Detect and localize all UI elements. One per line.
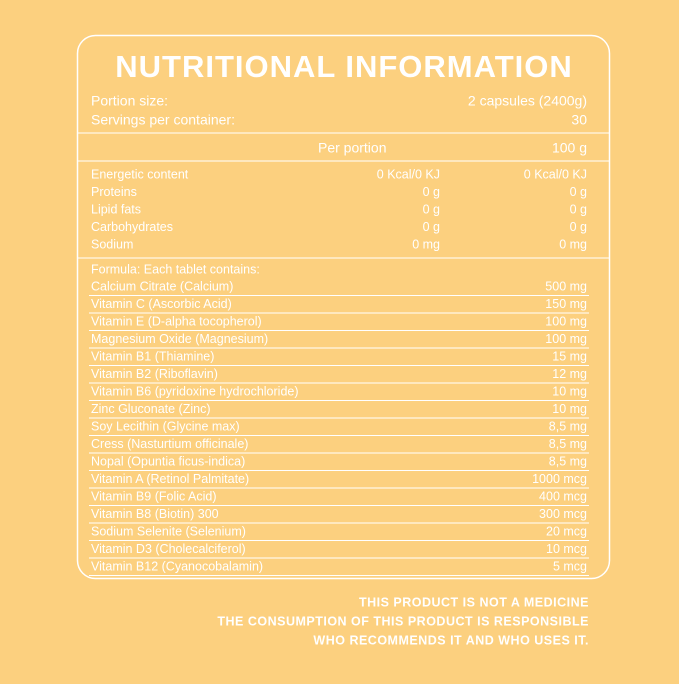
ingredient-name: Vitamin B1 (Thiamine) bbox=[91, 349, 214, 363]
nutrient-100g: 0 Kcal/0 KJ bbox=[524, 167, 587, 181]
nutrient-portion: 0 g bbox=[423, 220, 440, 234]
ingredient-name: Calcium Citrate (Calcium) bbox=[91, 279, 233, 293]
nutrient-100g: 0 g bbox=[570, 202, 587, 216]
ingredient-name: Vitamin E (D-alpha tocopherol) bbox=[91, 314, 262, 328]
ingredient-amount: 15 mg bbox=[552, 349, 587, 363]
nutrient-name: Energetic content bbox=[91, 167, 189, 181]
ingredient-amount: 5 mcg bbox=[553, 559, 587, 573]
disclaimer-line: WHO RECOMMENDS IT AND WHO USES IT. bbox=[313, 633, 589, 647]
ingredient-amount: 100 mg bbox=[545, 332, 587, 346]
disclaimer-line: THIS PRODUCT IS NOT A MEDICINE bbox=[359, 595, 589, 609]
ingredient-amount: 8,5 mg bbox=[549, 454, 587, 468]
column-header: 100 g bbox=[552, 140, 587, 156]
ingredient-name: Vitamin B12 (Cyanocobalamin) bbox=[91, 559, 263, 573]
ingredient-amount: 12 mg bbox=[552, 367, 587, 381]
portion-value: 2 capsules (2400g) bbox=[468, 93, 587, 109]
formula-heading: Formula: Each tablet contains: bbox=[91, 262, 260, 276]
ingredient-name: Cress (Nasturtium officinale) bbox=[91, 437, 248, 451]
ingredient-amount: 100 mg bbox=[545, 314, 587, 328]
nutrient-name: Sodium bbox=[91, 237, 133, 251]
ingredient-amount: 150 mg bbox=[545, 297, 587, 311]
ingredient-name: Soy Lecithin (Glycine max) bbox=[91, 419, 240, 433]
ingredient-name: Vitamin B8 (Biotin) 300 bbox=[91, 507, 219, 521]
panel-border bbox=[76, 34, 611, 580]
ingredient-name: Vitamin B2 (Riboflavin) bbox=[91, 367, 218, 381]
portion-label: Servings per container: bbox=[91, 112, 235, 128]
ingredient-name: Magnesium Oxide (Magnesium) bbox=[91, 332, 268, 346]
ingredient-amount: 400 mcg bbox=[539, 489, 587, 503]
ingredient-amount: 20 mcg bbox=[546, 524, 587, 538]
ingredient-amount: 10 mg bbox=[552, 402, 587, 416]
ingredient-name: Vitamin A (Retinol Palmitate) bbox=[91, 472, 249, 486]
title: NUTRITIONAL INFORMATION bbox=[115, 49, 573, 84]
nutrient-portion: 0 g bbox=[423, 202, 440, 216]
portion-label: Portion size: bbox=[91, 93, 168, 109]
ingredient-amount: 10 mg bbox=[552, 384, 587, 398]
disclaimer-line: THE CONSUMPTION OF THIS PRODUCT IS RESPO… bbox=[217, 614, 589, 628]
column-header: Per portion bbox=[318, 140, 386, 156]
ingredient-name: Nopal (Opuntia ficus-indica) bbox=[91, 454, 245, 468]
nutrient-100g: 0 mg bbox=[559, 237, 587, 251]
ingredient-amount: 8,5 mg bbox=[549, 419, 587, 433]
portion-value: 30 bbox=[571, 112, 587, 128]
nutrient-portion: 0 mg bbox=[412, 237, 440, 251]
nutrient-100g: 0 g bbox=[570, 185, 587, 199]
ingredient-name: Vitamin D3 (Cholecalciferol) bbox=[91, 542, 246, 556]
ingredient-amount: 500 mg bbox=[545, 279, 587, 293]
nutrient-name: Proteins bbox=[91, 185, 137, 199]
ingredient-amount: 300 mcg bbox=[539, 507, 587, 521]
ingredient-name: Vitamin C (Ascorbic Acid) bbox=[91, 297, 232, 311]
nutrient-portion: 0 g bbox=[423, 185, 440, 199]
ingredient-name: Vitamin B6 (pyridoxine hydrochloride) bbox=[91, 384, 299, 398]
ingredient-name: Zinc Gluconate (Zinc) bbox=[91, 402, 210, 416]
nutrient-name: Carbohydrates bbox=[91, 220, 173, 234]
ingredient-amount: 1000 mcg bbox=[532, 472, 587, 486]
ingredient-amount: 10 mcg bbox=[546, 542, 587, 556]
nutrient-100g: 0 g bbox=[570, 220, 587, 234]
nutrient-portion: 0 Kcal/0 KJ bbox=[377, 167, 440, 181]
ingredient-name: Vitamin B9 (Folic Acid) bbox=[91, 489, 217, 503]
nutrient-name: Lipid fats bbox=[91, 202, 141, 216]
ingredient-amount: 8,5 mg bbox=[549, 437, 587, 451]
ingredient-name: Sodium Selenite (Selenium) bbox=[91, 524, 246, 538]
